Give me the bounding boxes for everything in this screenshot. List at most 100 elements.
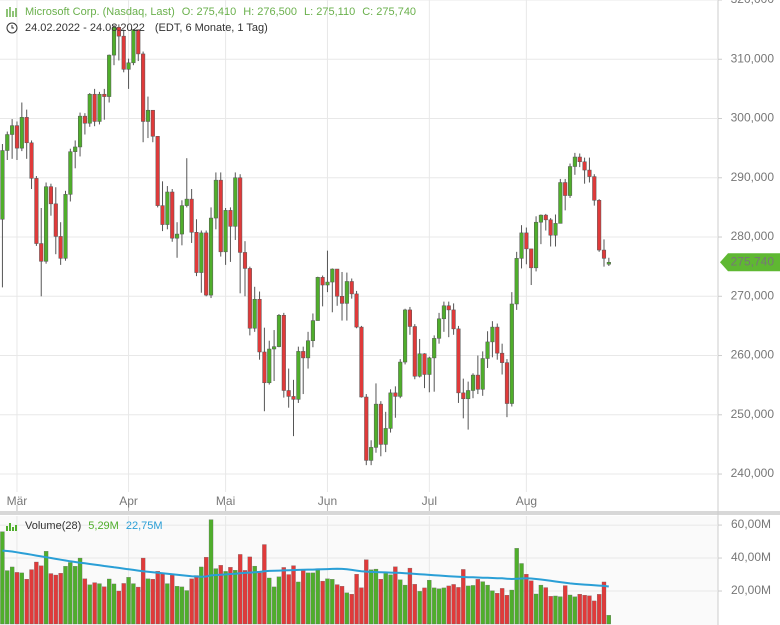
candle-body	[456, 328, 461, 394]
candle-body	[558, 182, 563, 224]
candle-body	[68, 151, 73, 195]
y-tick-label: 280,000	[731, 229, 775, 243]
volume-bar	[291, 565, 296, 625]
candle-body	[587, 169, 592, 177]
volume-bar	[97, 583, 102, 625]
volume-bar	[344, 592, 350, 625]
volume-bar	[514, 548, 519, 625]
volume-bar	[567, 594, 573, 625]
volume-bar	[252, 565, 257, 625]
candle-body	[601, 249, 607, 259]
volume-bar	[577, 594, 582, 625]
volume-bar	[441, 587, 447, 625]
volume-bar	[354, 574, 359, 625]
volume-bar	[543, 587, 548, 625]
candle-body	[534, 221, 539, 269]
candle-body	[485, 341, 490, 359]
candle-body	[427, 357, 432, 375]
volume-bar	[189, 578, 194, 625]
subheader: 24.02.2022 - 24.08.2022 (EDT, 6 Monate, …	[6, 22, 268, 34]
volume-bar	[0, 531, 5, 625]
candle-body	[388, 392, 393, 429]
volume-last: 5,29M	[88, 520, 119, 532]
candle-body	[48, 186, 53, 205]
volume-bar	[461, 569, 466, 625]
y-tick-label: 320,000	[731, 0, 775, 6]
candle-body	[170, 191, 175, 239]
volume-bar	[330, 579, 335, 625]
candle-body	[136, 29, 141, 55]
candle-body	[436, 318, 442, 339]
candle-body	[398, 361, 403, 397]
candle-body	[102, 93, 107, 97]
candle-body	[24, 117, 29, 144]
volume-bar	[53, 574, 58, 625]
candle-body	[301, 351, 306, 359]
y-tick-label: 290,000	[731, 170, 775, 184]
volume-bar	[5, 570, 10, 625]
volume-bar	[495, 593, 500, 625]
volume-bar	[194, 575, 199, 625]
candle-body	[538, 214, 543, 223]
volume-bar	[485, 584, 490, 625]
candle-body	[87, 93, 92, 124]
volume-bar	[68, 562, 73, 625]
candle-body	[82, 115, 87, 124]
volume-bar	[199, 566, 204, 625]
candle-body	[412, 326, 417, 377]
candle-body	[281, 314, 286, 391]
volume-bar	[39, 565, 44, 625]
y-tick-label: 20,00M	[731, 583, 771, 597]
volume-bar	[456, 587, 461, 625]
volume-bar	[170, 574, 175, 625]
x-tick-label: Aug	[516, 494, 537, 508]
volume-bar	[63, 566, 68, 625]
volume-bar	[432, 587, 437, 625]
x-tick-label: Jul	[422, 494, 437, 508]
volume-bar	[111, 583, 117, 625]
candle-body	[58, 236, 63, 259]
volume-bar	[218, 565, 223, 625]
candle-body	[378, 403, 383, 445]
title: Microsoft Corp. (Nasdaq, Last)	[25, 6, 175, 18]
candle-body	[330, 268, 335, 283]
volume-bar	[204, 557, 209, 625]
quote-high: H: 276,500	[243, 6, 298, 18]
volume-bar	[107, 578, 112, 625]
volume-bar	[398, 579, 403, 625]
candle-body	[383, 428, 388, 445]
candle-body	[150, 109, 155, 137]
candle-body	[189, 198, 194, 233]
candle-body	[126, 62, 131, 70]
volume-bar	[451, 584, 456, 625]
volume-bar	[466, 585, 471, 625]
volume-bar	[475, 579, 481, 625]
candle-body	[572, 156, 577, 167]
candle-body	[446, 305, 451, 311]
candle-body	[208, 217, 214, 296]
candle-body	[339, 296, 345, 304]
volume-bar	[563, 585, 568, 625]
candle-body	[276, 314, 282, 347]
volume-bar	[305, 572, 311, 625]
volume-bar	[121, 583, 126, 625]
volume-bar	[102, 586, 107, 625]
volume-bar	[335, 584, 340, 625]
volume-bar	[150, 579, 155, 625]
volume-bar	[136, 586, 141, 625]
candle-body	[470, 374, 476, 391]
volume-bar	[349, 594, 354, 625]
volume-bar	[339, 586, 345, 625]
candle-body	[160, 205, 165, 225]
candle-body	[349, 281, 354, 295]
volume-bar	[504, 594, 510, 625]
clock-icon	[6, 22, 18, 34]
volume-bar	[131, 583, 136, 625]
volume-bar	[257, 572, 262, 625]
y-tick-label: 270,000	[731, 288, 775, 302]
candle-body	[92, 93, 97, 122]
volume-bar	[276, 576, 282, 625]
candle-body	[141, 53, 146, 122]
panel-separator	[0, 511, 780, 515]
